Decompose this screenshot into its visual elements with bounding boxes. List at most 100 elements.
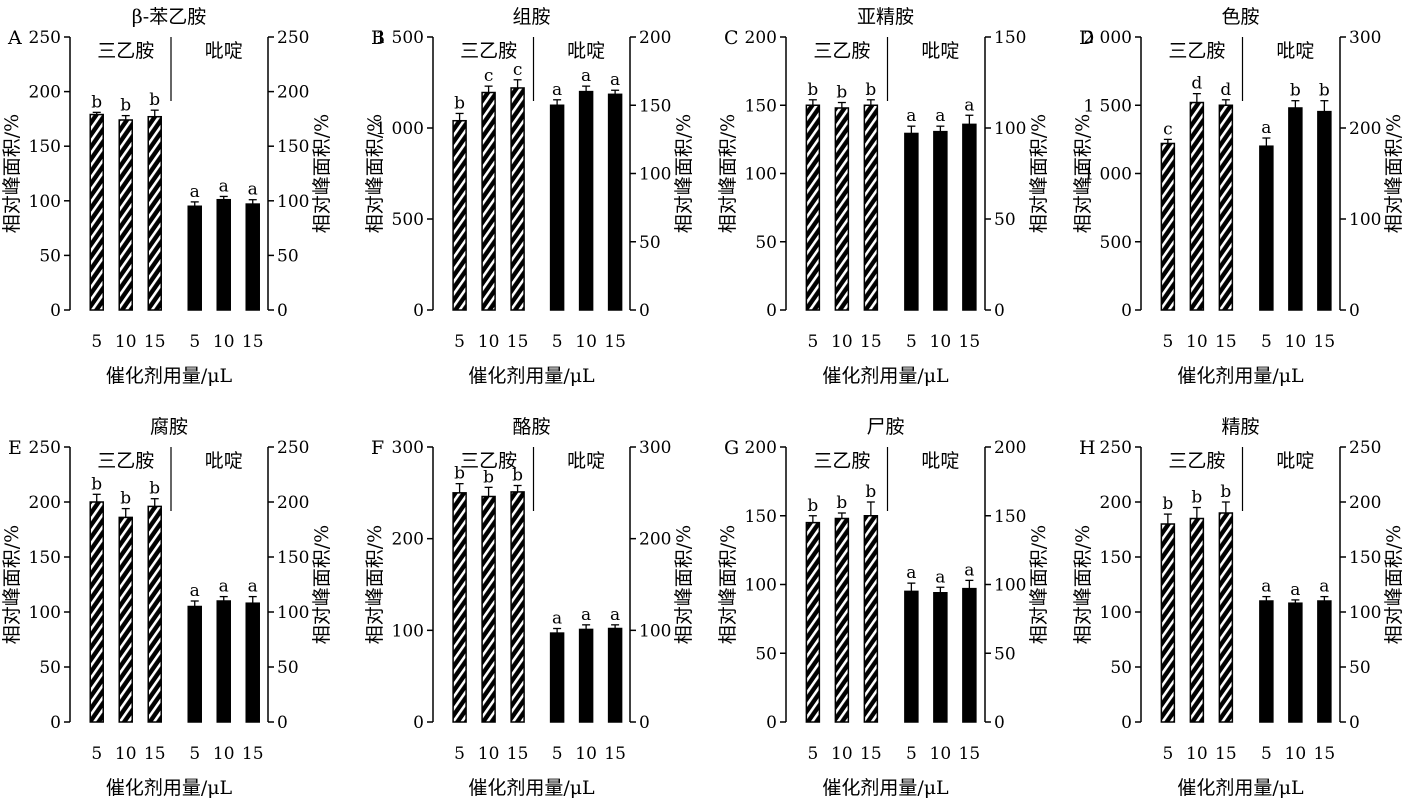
left-tick-label: 1 000 <box>375 119 424 139</box>
left-tick-label: 1 500 <box>375 28 424 48</box>
left-tick-label: 250 <box>29 28 61 48</box>
panel-letter: B <box>371 27 385 49</box>
significance-letter: b <box>1290 81 1301 101</box>
panel-E: 0 50 100 150 200 250 0 50 100 150 200 250 b 5 b 10 b 15 三乙… <box>1 416 333 798</box>
panel-A: 0 50 100 150 200 250 0 50 100 150 200 250 b 5 b 10 b 15 三乙… <box>1 6 333 387</box>
group-label: 吡啶 <box>205 450 243 472</box>
significance-letter: b <box>1319 81 1330 101</box>
significance-letter: b <box>91 92 102 112</box>
panel-letter: A <box>7 27 22 49</box>
left-y-axis-label: 相对峰面积/% <box>1 525 23 644</box>
significance-letter: a <box>1319 577 1329 597</box>
left-tick-label: 150 <box>1100 548 1132 568</box>
bar <box>187 605 202 723</box>
chart-title: 组胺 <box>512 6 550 28</box>
right-tick-label: 100 <box>994 576 1026 596</box>
left-tick-label: 250 <box>1100 438 1132 458</box>
significance-letter: a <box>552 609 562 629</box>
significance-letter: c <box>513 60 523 80</box>
group-label: 三乙胺 <box>460 450 517 472</box>
left-y-axis-label: 相对峰面积/% <box>364 525 386 644</box>
left-y-axis-label: 相对峰面积/% <box>364 114 386 233</box>
left-tick-label: 0 <box>1121 301 1132 321</box>
x-tick-label: 5 <box>807 744 818 764</box>
x-tick-label: 10 <box>1285 332 1307 352</box>
x-tick-label: 5 <box>454 744 465 764</box>
right-tick-label: 150 <box>639 96 671 116</box>
left-tick-label: 50 <box>39 658 61 678</box>
x-tick-label: 15 <box>860 744 882 764</box>
significance-letter: a <box>610 605 620 625</box>
group-label: 三乙胺 <box>1168 450 1225 472</box>
x-tick-label: 5 <box>189 332 200 352</box>
significance-letter: b <box>1191 488 1202 508</box>
significance-letter: d <box>1220 80 1231 100</box>
significance-letter: b <box>512 466 523 486</box>
bar <box>452 119 467 311</box>
x-tick-label: 5 <box>1162 332 1173 352</box>
significance-letter: a <box>581 605 591 625</box>
x-tick-label: 15 <box>242 744 264 764</box>
right-tick-label: 50 <box>639 233 661 253</box>
left-tick-label: 100 <box>392 621 424 641</box>
right-tick-label: 50 <box>277 658 299 678</box>
bar <box>510 491 525 723</box>
x-tick-label: 15 <box>860 332 882 352</box>
bar <box>805 521 821 723</box>
x-axis-label: 催化剂用量/μL <box>468 365 595 387</box>
x-tick-label: 5 <box>552 332 563 352</box>
right-tick-label: 150 <box>1349 548 1381 568</box>
right-y-axis-label: 相对峰面积/% <box>673 114 695 233</box>
x-axis-label: 催化剂用量/μL <box>106 365 233 387</box>
bar <box>147 115 162 311</box>
bar <box>481 91 496 311</box>
left-tick-label: 200 <box>745 28 777 48</box>
bar <box>1259 600 1274 723</box>
x-tick-label: 5 <box>454 332 465 352</box>
bar <box>549 632 565 723</box>
left-tick-label: 100 <box>29 603 61 623</box>
bar <box>834 107 850 311</box>
significance-letter: b <box>454 93 465 113</box>
left-tick-label: 150 <box>745 96 777 116</box>
bar <box>147 505 162 723</box>
bar <box>216 600 231 723</box>
significance-letter: b <box>1162 494 1173 514</box>
left-tick-label: 0 <box>413 713 424 733</box>
bar <box>904 590 919 723</box>
right-tick-label: 150 <box>277 548 309 568</box>
x-tick-label: 10 <box>930 744 952 764</box>
panel-H: 0 50 100 150 200 250 0 50 100 150 200 250 b 5 b 10 b 15 三乙… <box>1072 416 1405 798</box>
panel-letter: H <box>1079 437 1096 459</box>
significance-letter: b <box>1220 482 1231 502</box>
significance-letter: a <box>1261 577 1271 597</box>
bar <box>1218 104 1234 311</box>
left-tick-label: 0 <box>1121 713 1132 733</box>
left-y-axis-label: 相对峰面积/% <box>1072 114 1094 233</box>
right-tick-label: 50 <box>1349 658 1371 678</box>
right-tick-label: 150 <box>994 507 1026 527</box>
bar <box>1189 517 1205 723</box>
x-tick-label: 10 <box>831 332 853 352</box>
x-tick-label: 15 <box>1314 332 1336 352</box>
right-tick-label: 0 <box>277 713 288 733</box>
bar <box>549 104 565 311</box>
x-tick-label: 5 <box>906 332 917 352</box>
x-axis-label: 催化剂用量/μL <box>106 777 233 798</box>
significance-letter: b <box>454 464 465 484</box>
left-tick-label: 500 <box>392 210 424 230</box>
x-axis-label: 催化剂用量/μL <box>1177 365 1304 387</box>
bar <box>1160 523 1176 723</box>
group-label: 吡啶 <box>1276 40 1314 62</box>
bar <box>118 119 133 311</box>
significance-letter: b <box>120 489 131 509</box>
right-tick-label: 200 <box>277 493 309 513</box>
right-tick-label: 200 <box>277 83 309 103</box>
bar <box>1288 107 1303 311</box>
bar <box>1288 602 1303 723</box>
bar <box>933 592 948 723</box>
x-tick-label: 15 <box>1314 744 1336 764</box>
group-label: 三乙胺 <box>813 450 870 472</box>
right-tick-label: 0 <box>1349 301 1360 321</box>
